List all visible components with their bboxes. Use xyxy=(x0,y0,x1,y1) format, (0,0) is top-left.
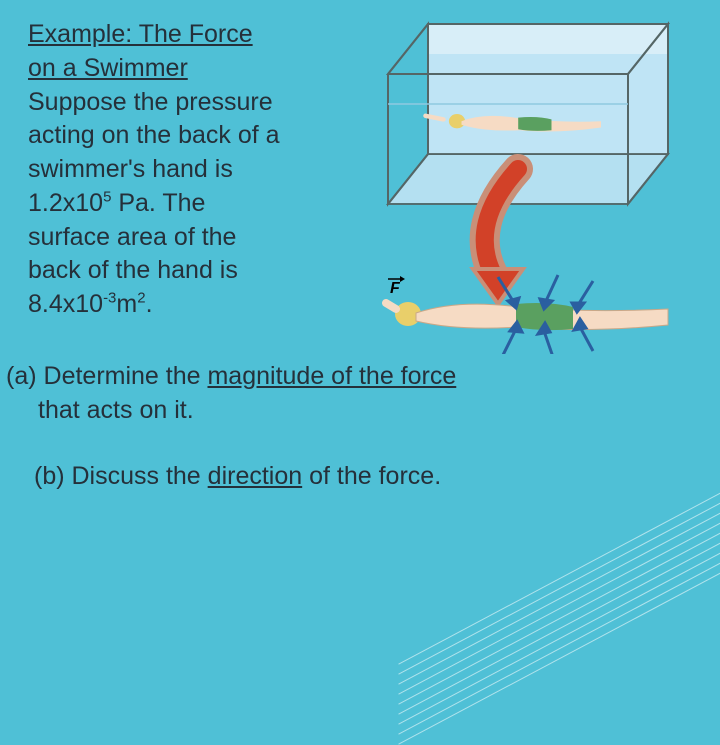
example-title-line2: on a Swimmer xyxy=(28,52,358,86)
area-coef: 8.4x10 xyxy=(28,290,103,318)
qa-text-line2: that acts on it. xyxy=(6,394,720,428)
force-label: F xyxy=(390,280,401,297)
area-end: . xyxy=(146,290,153,318)
body-line: surface area of the xyxy=(28,221,358,255)
body-line: Suppose the pressure xyxy=(28,86,358,120)
text-column: Example: The Force on a Swimmer Suppose … xyxy=(28,18,358,322)
body-line: 1.2x105 Pa. The xyxy=(28,187,358,221)
qb-label: (b) Discuss the xyxy=(34,462,208,490)
qa-text: Determine the xyxy=(37,362,208,390)
pressure-unit: Pa. The xyxy=(111,189,205,217)
body-line: swimmer's hand is xyxy=(28,153,358,187)
example-title-line1: Example: The Force xyxy=(28,18,358,52)
body-line: back of the hand is xyxy=(28,254,358,288)
slide: Example: The Force on a Swimmer Suppose … xyxy=(0,0,720,540)
area-exp: -3 xyxy=(103,290,116,307)
qa-underline: magnitude of the force xyxy=(207,362,456,390)
body-line: acting on the back of a xyxy=(28,119,358,153)
pressure-coef: 1.2x10 xyxy=(28,189,103,217)
qb-underline: direction xyxy=(208,462,303,490)
body-line: 8.4x10-3m2. xyxy=(28,288,358,322)
swimmer-svg: F xyxy=(378,14,698,354)
qa-label: (a) xyxy=(6,362,37,390)
qb-text: of the force. xyxy=(302,462,441,490)
swimmer-large: F xyxy=(386,275,668,354)
area-unit-exp: 2 xyxy=(137,290,145,307)
question-a: (a) Determine the magnitude of the force… xyxy=(0,360,720,428)
question-b: (b) Discuss the direction of the force. xyxy=(34,460,714,494)
area-unit: m xyxy=(116,290,137,318)
swimmer-figure: F xyxy=(378,14,698,354)
